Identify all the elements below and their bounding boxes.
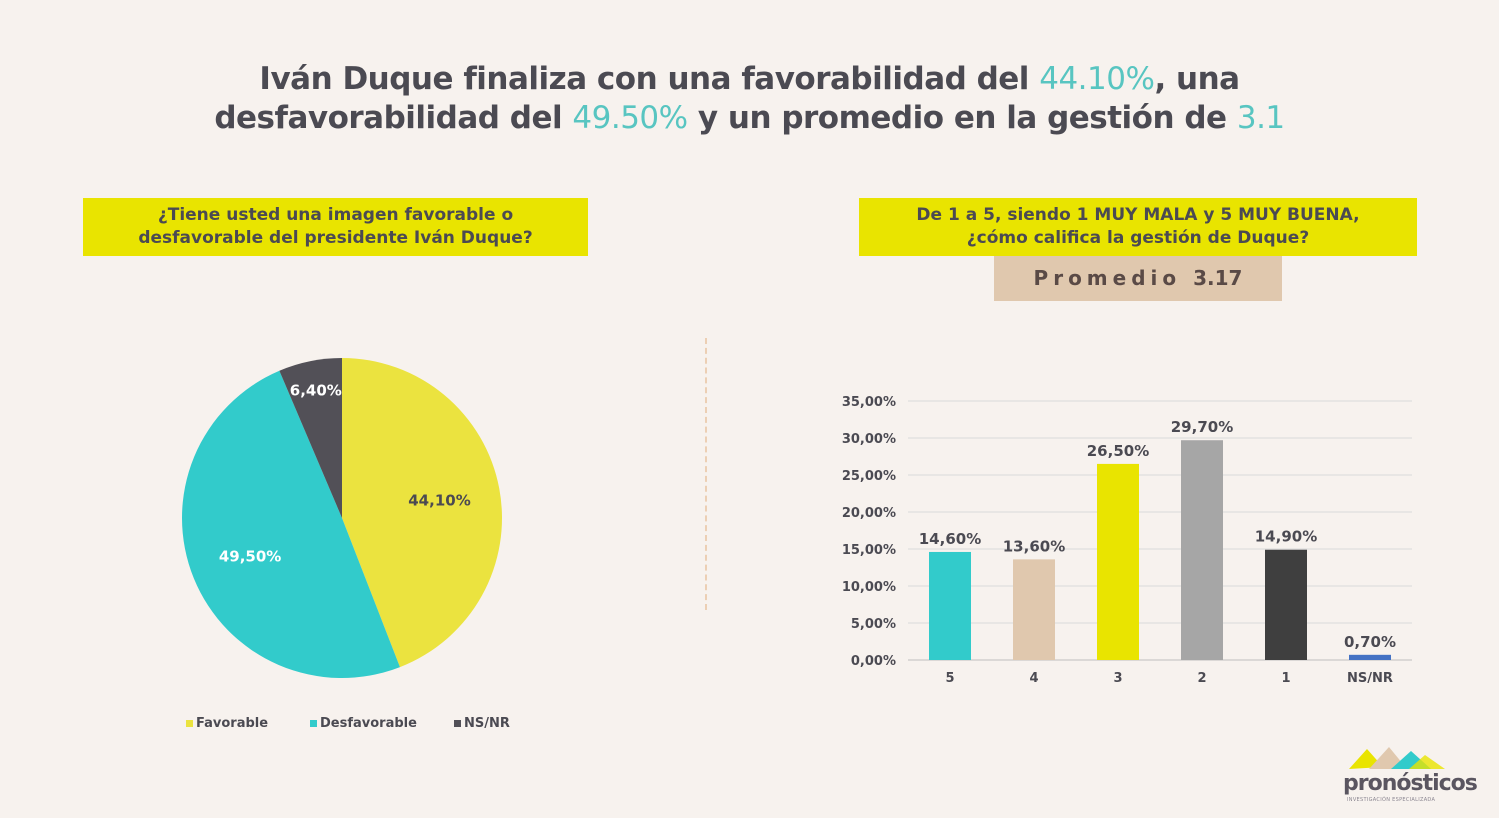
legend-item-favorable: Favorable [186, 716, 268, 731]
bar [1349, 654, 1391, 660]
headline-text: , una [1154, 61, 1240, 97]
legend-item-nsnr: NS/NR [454, 716, 510, 731]
y-tick-label: 5,00% [851, 617, 896, 632]
bar [929, 551, 971, 660]
question-image-box: ¿Tiene usted una imagen favorable o desf… [83, 198, 588, 256]
y-tick-label: 10,00% [842, 580, 896, 595]
headline-text: Iván Duque finaliza con una favorabilida… [259, 61, 1040, 97]
question-rating-box: De 1 a 5, siendo 1 MUY MALA y 5 MUY BUEN… [859, 198, 1417, 256]
brand-name: pronósticos [1343, 771, 1478, 796]
pie-chart: 44,10% 49,50% 6,40% [181, 358, 503, 678]
x-tick-label: 5 [945, 671, 954, 686]
question-rating-line-2: ¿cómo califica la gestión de Duque? [966, 228, 1310, 248]
brand-tagline: INVESTIGACIÓN ESPECIALIZADA [1347, 797, 1436, 803]
question-image-line-2: desfavorable del presidente Iván Duque? [138, 228, 533, 248]
average-box: Promedio 3.17 [994, 256, 1282, 301]
bar-value-label: 29,70% [1171, 418, 1233, 436]
pie-slice-ns-nr [279, 358, 342, 518]
average-value: 3.17 [1193, 266, 1243, 290]
headline-line-2: desfavorabilidad del 49.50% y un promedi… [0, 99, 1499, 138]
y-tick-label: 15,00% [842, 543, 896, 558]
legend-swatch-nsnr [454, 720, 461, 727]
bar-value-label: 26,50% [1087, 442, 1149, 460]
bar-value-label: 0,70% [1344, 633, 1396, 651]
brand-logo: pronósticos INVESTIGACIÓN ESPECIALIZADA [1335, 745, 1478, 805]
bar [1013, 559, 1055, 660]
y-tick-label: 25,00% [842, 469, 896, 484]
bar [1097, 463, 1139, 660]
legend-swatch-favorable [186, 720, 193, 727]
bar-chart: 0,00% 5,00% 10,00% 15,00% 20,00% 25,00% 30,00%… [842, 395, 1412, 686]
section-divider [705, 338, 707, 610]
bar-value-label: 14,90% [1255, 528, 1317, 546]
question-image-line-1: ¿Tiene usted una imagen favorable o [157, 205, 514, 225]
x-tick-label: 1 [1281, 671, 1290, 686]
x-tick-label: 2 [1197, 671, 1206, 686]
y-tick-label: 35,00% [842, 395, 896, 410]
y-tick-label: 20,00% [842, 506, 896, 521]
pie-label-ns-nr: 6,40% [290, 381, 342, 399]
bar [1265, 549, 1307, 660]
pie-slice-favorable [342, 358, 503, 668]
headline-average-value: 3.1 [1236, 100, 1285, 136]
legend-item-desfavorable: Desfavorable [310, 716, 417, 731]
legend-label-nsnr: NS/NR [464, 716, 510, 731]
headline: Iván Duque finaliza con una favorabilida… [0, 60, 1499, 138]
headline-line-1: Iván Duque finaliza con una favorabilida… [0, 60, 1499, 99]
average-label: Promedio [1033, 266, 1182, 290]
headline-unfavorable-value: 49.50% [572, 100, 688, 136]
x-tick-label: 3 [1113, 671, 1122, 686]
y-tick-label: 0,00% [851, 654, 896, 669]
bar-value-label: 14,60% [919, 530, 981, 548]
legend-label-favorable: Favorable [196, 716, 269, 731]
x-tick-label: 4 [1029, 671, 1038, 686]
bar-value-label: 13,60% [1003, 537, 1065, 555]
headline-text: desfavorabilidad del [214, 100, 573, 136]
question-rating-line-1: De 1 a 5, siendo 1 MUY MALA y 5 MUY BUEN… [916, 205, 1360, 225]
headline-favorable-value: 44.10% [1039, 61, 1155, 97]
x-tick-label: NS/NR [1347, 671, 1393, 686]
y-tick-label: 30,00% [842, 432, 896, 447]
headline-text: y un promedio en la gestión de [687, 100, 1237, 136]
bar [1181, 440, 1223, 660]
pie-label-desfavorable: 49,50% [219, 547, 281, 565]
pie-label-favorable: 44,10% [408, 492, 470, 510]
legend-swatch-desfavorable [310, 720, 317, 727]
legend-label-desfavorable: Desfavorable [320, 716, 417, 731]
mountain-logo-icon [1349, 747, 1445, 769]
pie-slice-desfavorable [181, 370, 400, 678]
